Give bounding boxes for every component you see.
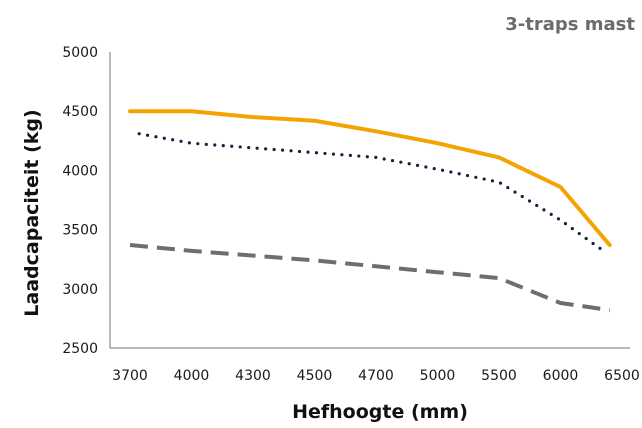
y-tick-label: 5000 — [62, 45, 98, 61]
x-axis-title: Hefhoogte (mm) — [292, 401, 468, 423]
series-line-2-dotted — [137, 132, 606, 253]
x-tick-label: 4700 — [358, 368, 394, 384]
y-axis-ticks: 2500 3000 3500 4000 4500 5000 — [62, 45, 98, 357]
y-tick-label: 2500 — [62, 341, 98, 357]
y-axis-title: Laadcapaciteit (kg) — [21, 109, 43, 316]
x-tick-label: 6500 — [604, 368, 640, 384]
x-tick-label: 6000 — [543, 368, 579, 384]
x-tick-label: 4000 — [174, 368, 210, 384]
y-tick-label: 3000 — [62, 282, 98, 298]
series-line-3-dashed — [129, 243, 610, 313]
y-tick-label: 4000 — [62, 163, 98, 179]
x-tick-label: 5000 — [420, 368, 456, 384]
series-group — [128, 109, 612, 313]
x-tick-label: 3700 — [112, 368, 148, 384]
x-tick-label: 4500 — [297, 368, 333, 384]
x-axis-ticks: 3700 4000 4300 4500 4700 5000 5500 6000 6500 — [112, 368, 640, 384]
series-line-1-solid — [128, 109, 612, 247]
chart-title: 3-traps mast — [505, 14, 635, 35]
x-tick-label: 4300 — [235, 368, 271, 384]
y-tick-label: 4500 — [62, 104, 98, 120]
y-tick-label: 3500 — [62, 223, 98, 239]
x-tick-label: 5500 — [481, 368, 517, 384]
